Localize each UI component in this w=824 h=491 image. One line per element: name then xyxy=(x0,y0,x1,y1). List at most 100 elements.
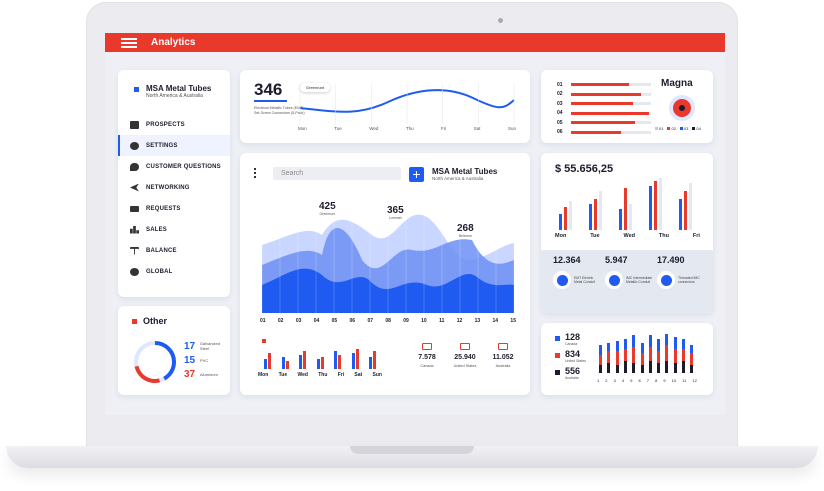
chat-icon xyxy=(130,162,139,171)
region-label: Canada xyxy=(420,364,434,368)
magna-bar xyxy=(571,130,621,134)
stacked-x-label: 10 xyxy=(671,378,677,383)
area-x-axis: 01 02 03 04 05 06 07 08 09 10 11 12 13 14 15 xyxy=(260,318,516,324)
country-value: 556 xyxy=(565,366,581,376)
money-x-label: Wed xyxy=(623,233,636,239)
money-stat-row: EMT Electric Metal Conduit xyxy=(553,271,601,289)
country-value: 834 xyxy=(565,349,581,359)
magna-bar-track xyxy=(571,83,651,87)
weekly-x-label: Mon xyxy=(258,372,269,378)
stacked-x-label: 5 xyxy=(630,378,633,383)
sidebar-item-requests[interactable]: REQUESTS xyxy=(118,198,230,219)
search-input[interactable]: Search xyxy=(273,167,401,180)
magna-row-label: 06 xyxy=(557,129,563,136)
magna-legend-item: 03 xyxy=(679,126,688,131)
area-x-label: 11 xyxy=(439,318,445,324)
magna-legend-label: 01 xyxy=(659,126,664,131)
stacked-bar-segment xyxy=(640,353,644,365)
company-name: MSA Metal Tubes xyxy=(146,84,212,93)
monitor-icon xyxy=(422,343,432,350)
country-swatch xyxy=(555,336,560,341)
magna-bar xyxy=(571,121,635,125)
magna-gauge xyxy=(669,95,695,121)
weekly-bar-blue xyxy=(264,359,267,369)
line-x-label: Mon xyxy=(298,126,307,131)
sidebar-item-sales[interactable]: SALES xyxy=(118,219,230,240)
magna-row: 04 xyxy=(557,109,651,119)
sidebar: MSA Metal Tubes North America & Australi… xyxy=(118,70,230,297)
region-value: 25.940 xyxy=(454,354,476,361)
other-list: 17 Galvanized Steel 15 PVC 37 Aluminum xyxy=(184,339,230,381)
other-item-label: PVC xyxy=(200,357,209,363)
sidebar-item-settings[interactable]: SETTINGS xyxy=(118,135,230,156)
stacked-bar-segment xyxy=(665,361,669,373)
stat-dot-icon xyxy=(660,274,672,286)
money-stats: 12.364 EMT Electric Metal Conduit 5.947 IMC… xyxy=(553,255,705,289)
area-x-label: 01 xyxy=(260,318,266,324)
stacked-bar-segment xyxy=(632,347,636,363)
stacked-bar-segment xyxy=(615,351,619,365)
money-card: $ 55.656,25 Mon Tue Wed Thu Fri 12.364 EMT El… xyxy=(541,153,713,313)
hamburger-menu-icon[interactable] xyxy=(121,37,137,48)
area-x-label: 12 xyxy=(456,318,463,324)
other-donut xyxy=(134,341,176,383)
money-bar-gray xyxy=(659,178,662,230)
sidebar-item-label: NETWORKING xyxy=(146,184,190,191)
other-item: 15 PVC xyxy=(184,353,230,367)
line-underline xyxy=(254,100,287,102)
money-bar-red xyxy=(594,198,597,230)
stacked-bar-segment xyxy=(657,339,661,351)
stacked-x-label: 4 xyxy=(621,378,625,383)
country-stat: 128 Canada xyxy=(555,333,586,350)
other-item: 37 Aluminum xyxy=(184,367,230,381)
area-x-label: 06 xyxy=(349,318,356,324)
stacked-bar-segment xyxy=(607,351,611,363)
stacked-bar-chart xyxy=(597,333,697,373)
magna-legend-item: 01 xyxy=(655,126,663,131)
sidebar-menu: PROSPECTS SETTINGS CUSTOMER QUESTIONS NETWO… xyxy=(118,114,230,282)
money-stat-label: Threaded IMC connectors xyxy=(678,276,700,284)
stacked-x-label: 1 xyxy=(597,378,600,383)
regions: 7.578 Canada 25.940 United States 11.052 Aust… xyxy=(410,343,520,368)
sidebar-item-customer-questions[interactable]: CUSTOMER QUESTIONS xyxy=(118,156,230,177)
main-company-name: MSA Metal Tubes xyxy=(432,167,498,176)
magna-row: 01 xyxy=(557,80,651,90)
stacked-x-label: 11 xyxy=(682,378,687,383)
magna-row: 06 xyxy=(557,128,651,138)
weekly-bar-red xyxy=(355,349,359,369)
more-options-icon[interactable] xyxy=(254,168,256,178)
weekly-bar-red xyxy=(320,357,324,369)
other-dot-icon xyxy=(132,318,137,324)
peak-value: 365 xyxy=(387,205,404,216)
weekly-bar-blue xyxy=(299,355,302,369)
main-company-region: North America & Australia xyxy=(432,176,484,181)
monitor-icon xyxy=(460,343,470,350)
add-button[interactable]: + xyxy=(409,167,424,182)
stacked-bar-segment xyxy=(632,335,636,347)
weekly-x-label: Sun xyxy=(372,372,382,378)
stacked-bar-segment xyxy=(682,339,685,349)
area-chart xyxy=(262,205,514,313)
legend-swatch xyxy=(667,127,671,130)
sidebar-item-networking[interactable]: NETWORKING xyxy=(118,177,230,198)
area-x-label: 08 xyxy=(385,318,391,324)
money-bar-blue xyxy=(559,214,562,230)
peak-value: 425 xyxy=(319,201,336,212)
sidebar-item-balance[interactable]: BALANCE xyxy=(118,240,230,261)
region-value: 11.052 xyxy=(492,354,514,361)
stacked-bar-segment xyxy=(623,349,627,361)
magna-bar xyxy=(571,111,649,115)
sidebar-item-label: SETTINGS xyxy=(146,142,178,149)
stacked-x-label: 2 xyxy=(605,378,608,383)
weekly-bar-blue xyxy=(316,359,320,369)
region-stat: 25.940 United States xyxy=(448,343,482,368)
stacked-x-label: 6 xyxy=(638,378,641,383)
line-x-label: Thu xyxy=(405,126,414,131)
stacked-bar-segment xyxy=(665,345,669,361)
area-x-label: 02 xyxy=(277,318,284,324)
sidebar-item-global[interactable]: GLOBAL xyxy=(118,261,230,282)
country-stat: 834 United States xyxy=(555,350,586,367)
sidebar-item-prospects[interactable]: PROSPECTS xyxy=(118,114,230,135)
peak-label: 365 Lommet xyxy=(387,205,404,220)
money-stat-value: 12.364 xyxy=(553,255,581,265)
